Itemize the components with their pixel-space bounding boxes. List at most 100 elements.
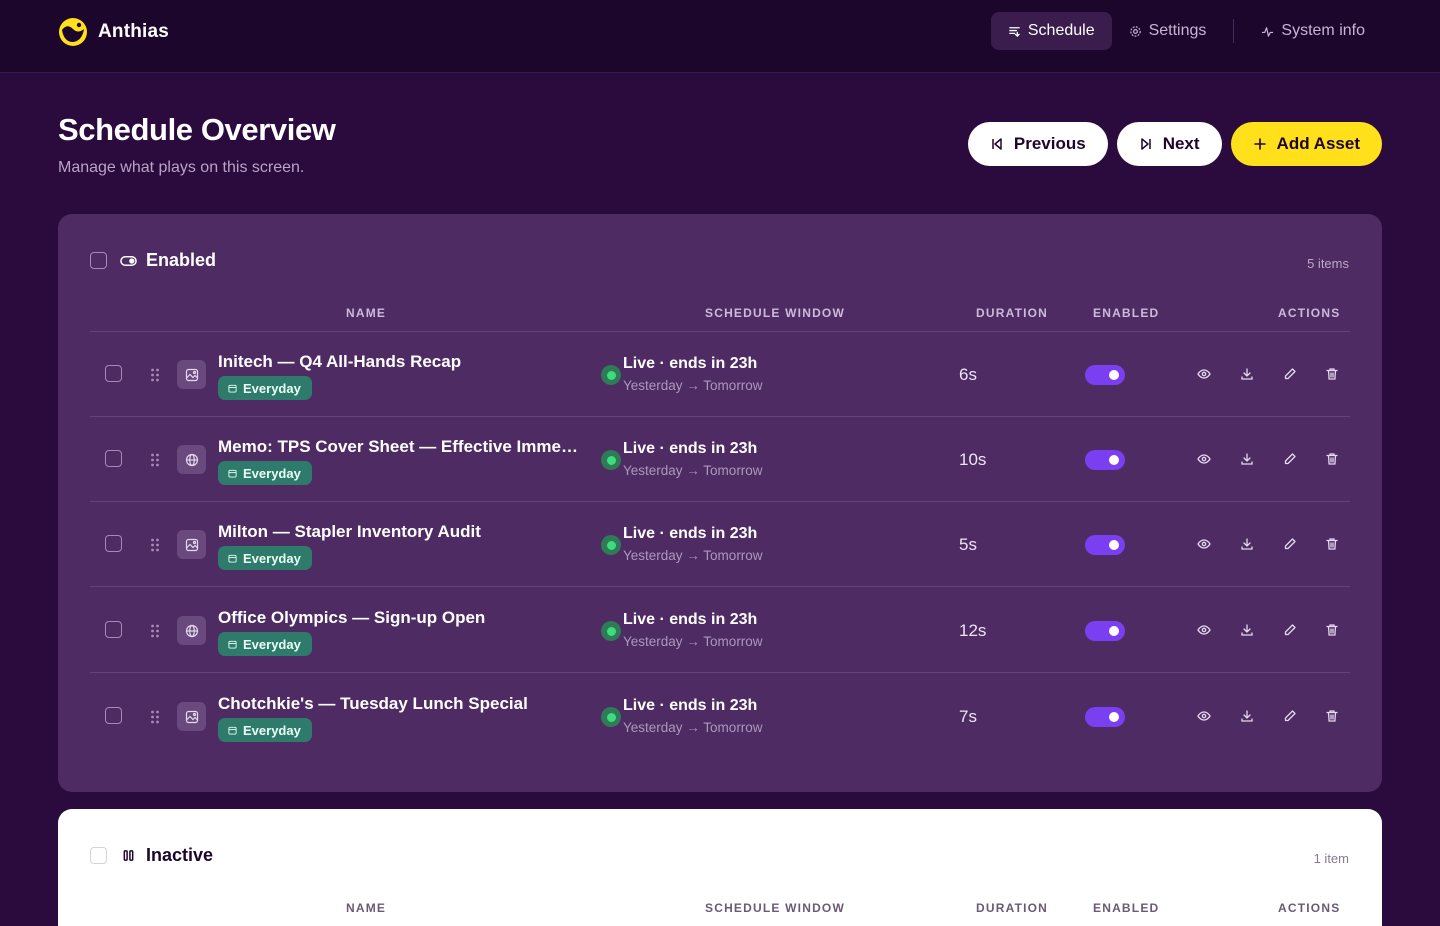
asset-name[interactable]: Initech — Q4 All-Hands Recap [218,352,462,371]
drag-handle-icon[interactable] [150,367,160,383]
calendar-icon [228,554,237,563]
image-icon [177,530,206,559]
live-status-dot [601,621,621,641]
column-actions: ACTIONS [1278,901,1341,915]
pause-icon [120,847,137,864]
delete-trash-icon[interactable] [1324,451,1340,467]
page-subtitle: Manage what plays on this screen. [58,159,305,176]
toggle-icon [120,252,137,269]
delete-trash-icon[interactable] [1324,366,1340,382]
drag-handle-icon[interactable] [150,452,160,468]
main-nav: Schedule Settings System info [990,12,1382,50]
drag-handle-icon[interactable] [150,709,160,725]
drag-handle-icon[interactable] [150,623,160,639]
live-status-text: Live · ends in 23h [623,355,758,372]
inactive-panel-title: Inactive [146,845,214,865]
live-status-dot [601,535,621,555]
nav-system-info-label: System info [1281,22,1365,39]
inactive-panel: Inactive 1 item NAME SCHEDULE WINDOW DUR… [58,809,1382,926]
edit-pencil-icon[interactable] [1282,708,1298,724]
row-checkbox[interactable] [105,707,122,724]
duration-value: 10s [959,450,987,469]
nav-settings[interactable]: Settings [1112,12,1224,50]
edit-pencil-icon[interactable] [1282,366,1298,382]
download-icon[interactable] [1239,366,1255,382]
nav-system-info[interactable]: System info [1244,12,1382,50]
skip-back-icon [992,138,1002,150]
download-icon[interactable] [1239,622,1255,638]
table-row[interactable]: Memo: TPS Cover Sheet — Effective Immed…… [90,417,1350,502]
enabled-panel: Enabled 5 items NAME SCHEDULE WINDOW DUR… [58,214,1382,792]
download-icon[interactable] [1239,451,1255,467]
preview-eye-icon[interactable] [1196,708,1212,724]
calendar-icon [228,384,237,393]
delete-trash-icon[interactable] [1324,536,1340,552]
asset-name[interactable]: Memo: TPS Cover Sheet — Effective Immed… [218,437,580,456]
enabled-toggle[interactable] [1085,535,1125,555]
edit-pencil-icon[interactable] [1282,451,1298,467]
table-row[interactable]: Office Olympics — Sign-up Open Everyday … [90,588,1350,673]
calendar-icon [228,640,237,649]
inactive-item-count: 1 item [1313,851,1349,866]
select-all-inactive-checkbox[interactable] [90,847,107,864]
image-icon [177,702,206,731]
delete-trash-icon[interactable] [1324,708,1340,724]
row-checkbox[interactable] [105,450,122,467]
asset-name[interactable]: Milton — Stapler Inventory Audit [218,522,481,541]
table-row[interactable]: Chotchkie's — Tuesday Lunch Special Ever… [90,674,1350,759]
nav-settings-label: Settings [1148,22,1207,39]
preview-eye-icon[interactable] [1196,536,1212,552]
row-checkbox[interactable] [105,365,122,382]
inactive-table-header: NAME SCHEDULE WINDOW DURATION ENABLED AC… [90,899,1350,926]
schedule-tag: Everyday [218,376,312,400]
asset-name[interactable]: Chotchkie's — Tuesday Lunch Special [218,694,528,713]
calendar-icon [228,469,237,478]
nav-schedule[interactable]: Schedule [990,12,1112,50]
enabled-toggle[interactable] [1085,707,1125,727]
live-status-text: Live · ends in 23h [623,440,758,457]
live-status-dot [601,450,621,470]
table-row[interactable]: Milton — Stapler Inventory Audit Everyda… [90,502,1350,587]
previous-label: Previous [1013,134,1086,153]
brand[interactable]: Anthias [58,17,169,47]
column-enabled: ENABLED [1093,901,1160,915]
drag-handle-icon[interactable] [150,537,160,553]
duration-value: 5s [959,535,977,554]
globe-icon [177,616,206,645]
preview-eye-icon[interactable] [1196,622,1212,638]
row-checkbox[interactable] [105,535,122,552]
duration-value: 6s [959,365,977,384]
row-checkbox[interactable] [105,621,122,638]
download-icon[interactable] [1239,536,1255,552]
preview-eye-icon[interactable] [1196,366,1212,382]
skip-forward-icon [1140,138,1151,150]
enabled-toggle[interactable] [1085,621,1125,641]
delete-trash-icon[interactable] [1324,622,1340,638]
schedule-tag-label: Everyday [243,636,301,652]
select-all-enabled-checkbox[interactable] [90,252,107,269]
schedule-window-range: Yesterday → Tomorrow [623,463,763,478]
table-row[interactable]: Initech — Q4 All-Hands Recap Everyday Li… [90,332,1350,417]
column-schedule-window: SCHEDULE WINDOW [705,306,845,320]
nav-divider [1233,19,1235,43]
enabled-panel-title: Enabled [146,250,217,270]
page-title: Schedule Overview [58,112,336,147]
top-bar: Anthias Schedule Settings System info [0,0,1440,73]
schedule-window-range: Yesterday → Tomorrow [623,548,763,563]
enabled-toggle[interactable] [1085,365,1125,385]
download-icon[interactable] [1239,708,1255,724]
schedule-tag: Everyday [218,461,312,485]
preview-eye-icon[interactable] [1196,451,1212,467]
page-actions: Previous Next Add Asset [967,122,1382,166]
enabled-toggle[interactable] [1085,450,1125,470]
next-button[interactable]: Next [1116,122,1222,166]
schedule-tag-label: Everyday [243,550,301,566]
edit-pencil-icon[interactable] [1282,536,1298,552]
previous-button[interactable]: Previous [967,122,1108,166]
schedule-window-range: Yesterday → Tomorrow [623,634,763,649]
edit-pencil-icon[interactable] [1282,622,1298,638]
add-asset-label: Add Asset [1276,134,1360,153]
add-asset-button[interactable]: Add Asset [1230,122,1382,166]
plus-icon [1253,138,1266,150]
asset-name[interactable]: Office Olympics — Sign-up Open [218,608,486,627]
